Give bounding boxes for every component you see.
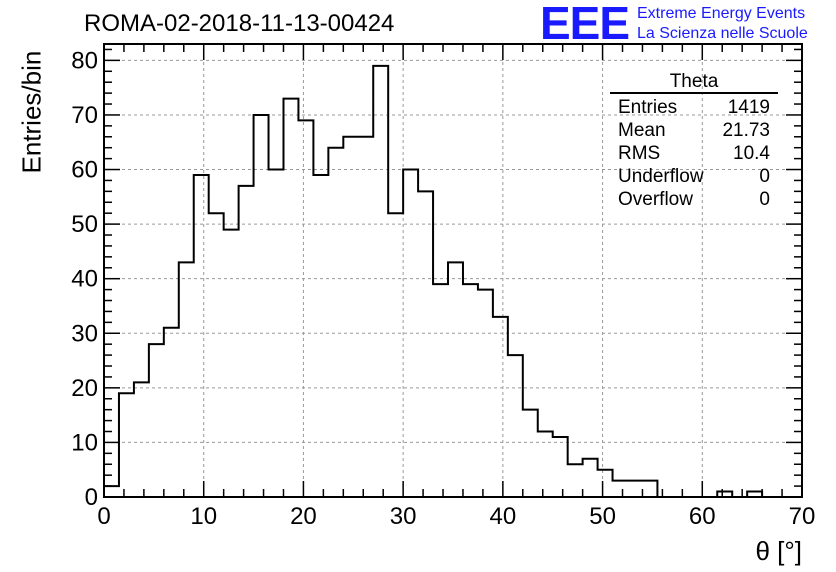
stats-label: Overflow [618, 189, 693, 210]
y-tick-label: 40 [71, 266, 98, 293]
chart-title: ROMA-02-2018-11-13-00424 [84, 10, 395, 37]
histogram-bin [628, 481, 643, 497]
stats-value: 0 [759, 166, 770, 187]
y-tick-label: 60 [71, 157, 98, 184]
histogram-bin [433, 284, 448, 497]
histogram-bin [119, 393, 134, 497]
x-tick-label: 20 [290, 503, 317, 530]
y-tick-label: 0 [85, 484, 98, 511]
y-tick-label: 30 [71, 320, 98, 347]
histogram-bin [568, 464, 583, 497]
histogram-bin [418, 191, 433, 497]
histogram-bin [254, 115, 269, 497]
stats-row: Overflow 0 [610, 188, 778, 211]
x-tick-label: 60 [689, 503, 716, 530]
histogram-bin [283, 99, 298, 497]
stats-value: 1419 [727, 97, 770, 118]
histogram-bin [239, 186, 254, 497]
histogram-bin [134, 382, 149, 497]
stats-label: Mean [618, 120, 666, 141]
histogram-bin [313, 175, 328, 497]
histogram-bin [388, 213, 403, 497]
stats-label: Entries [618, 97, 678, 118]
histogram-bin [403, 170, 418, 497]
x-tick-label: 30 [390, 503, 417, 530]
histogram-bin [358, 137, 373, 497]
y-tick-label: 80 [71, 47, 98, 74]
histogram-bin [104, 486, 119, 497]
histogram-bin [523, 410, 538, 497]
histogram-bin [538, 432, 553, 497]
histogram-line [103, 64, 793, 498]
histogram-bin [598, 470, 613, 497]
histogram-bin [269, 170, 284, 497]
histogram-bin [149, 344, 164, 497]
histogram-bin [448, 262, 463, 497]
stats-value: 10.4 [733, 143, 770, 164]
histogram-bin [209, 213, 224, 497]
stats-row: RMS 10.4 [610, 142, 778, 165]
x-tick-label: 70 [789, 503, 816, 530]
logo-line-1: Extreme Energy Events [637, 5, 806, 22]
logo-text: Extreme Energy Events La Scienza nelle S… [637, 4, 808, 44]
histogram-bin [553, 437, 568, 497]
histogram-bin [613, 481, 628, 497]
stats-label: Underflow [618, 166, 704, 187]
logo-line-2: La Scienza nelle Scuole [637, 25, 808, 42]
histogram-bin [493, 317, 508, 497]
histogram-bin [343, 137, 358, 497]
stats-label: RMS [618, 143, 661, 164]
eee-logo: EEE [540, 0, 630, 49]
plot-frame [103, 43, 803, 498]
stats-row: Mean 21.73 [610, 119, 778, 142]
histogram-bin [298, 120, 313, 497]
histogram-bin [328, 148, 343, 497]
histogram-bin [373, 66, 388, 497]
stats-row: Entries 1419 [610, 96, 778, 119]
stats-rows: Entries 1419 Mean 21.73 RMS 10.4 Underflow 0 Ove… [610, 96, 778, 211]
histogram-bin [463, 284, 478, 497]
x-tick-label: 10 [190, 503, 217, 530]
histogram-bin [583, 459, 598, 497]
histogram-bin [179, 262, 194, 497]
y-tick-label: 20 [71, 375, 98, 402]
x-tick-label: 0 [97, 503, 110, 530]
x-tick-label: 40 [490, 503, 517, 530]
stats-value: 0 [759, 189, 770, 210]
x-tick-label: 50 [589, 503, 616, 530]
histogram-bin [164, 328, 179, 497]
stats-box: Theta Entries 1419 Mean 21.73 RMS 10.4 Underfl… [610, 72, 778, 211]
histogram-bin [224, 230, 239, 497]
stats-title: Theta [610, 72, 778, 94]
histogram-bin [478, 290, 493, 497]
stats-value: 21.73 [722, 120, 770, 141]
stats-row: Underflow 0 [610, 165, 778, 188]
x-axis-label: θ [°] [755, 536, 802, 566]
y-tick-label: 50 [71, 211, 98, 238]
histogram-bin [642, 481, 657, 497]
histogram-bin [194, 175, 209, 497]
histogram-bin [508, 355, 523, 497]
y-tick-label: 10 [71, 429, 98, 456]
y-tick-label: 70 [71, 102, 98, 129]
